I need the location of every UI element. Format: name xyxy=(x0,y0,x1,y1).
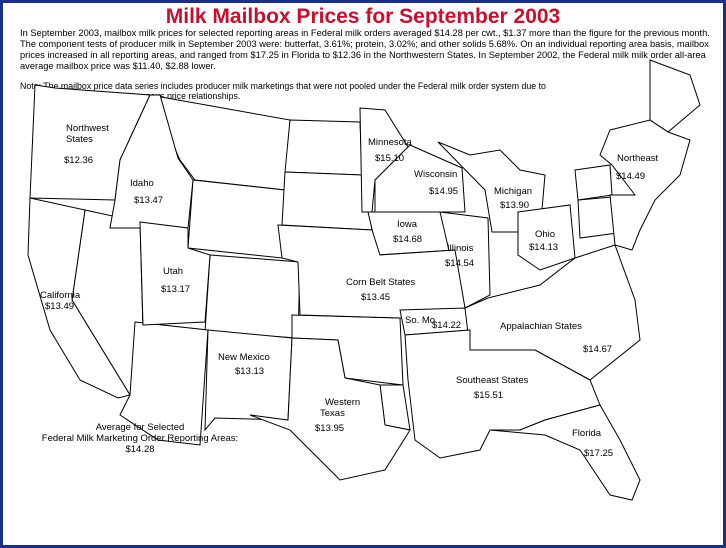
label-corn-belt-price: $13.45 xyxy=(361,292,390,303)
label-northwest-name2: States xyxy=(66,134,93,145)
label-new-mexico-price: $13.13 xyxy=(235,366,264,377)
label-ohio-name: Ohio xyxy=(535,229,555,240)
average-line-2: Federal Milk Marketing Order Reporting A… xyxy=(41,433,239,444)
label-idaho-price: $13.47 xyxy=(134,195,163,206)
region-western-texas xyxy=(249,337,411,481)
map-title: Milk Mailbox Prices for September 2003 xyxy=(165,5,561,28)
label-minnesota-name: Minnesota xyxy=(368,137,413,148)
note-line-2: disadvantageous price relationships. xyxy=(98,91,241,101)
region-new-mexico xyxy=(204,329,293,432)
region-michigan xyxy=(437,141,546,233)
label-iowa-price: $14.68 xyxy=(393,234,422,245)
label-utah-price: $13.17 xyxy=(161,284,190,295)
state-wyoming xyxy=(187,179,286,259)
label-western-texas-name2: Texas xyxy=(320,408,345,419)
region-california xyxy=(27,197,131,399)
label-illinois-price: $14.54 xyxy=(445,258,474,269)
label-western-texas-name: Western xyxy=(325,397,360,408)
state-new-york-west xyxy=(574,164,613,201)
label-michigan-price: $13.90 xyxy=(500,200,529,211)
label-new-mexico-name: New Mexico xyxy=(218,352,270,363)
label-corn-belt-name: Corn Belt States xyxy=(346,277,415,288)
label-california-name: California xyxy=(40,290,81,301)
label-northwest-name: Northwest xyxy=(66,123,109,134)
label-florida-price: $17.25 xyxy=(584,448,613,459)
label-so-mo-name: So. Mo. xyxy=(405,315,438,326)
intro-paragraph: In September 2003, mailbox milk prices f… xyxy=(20,28,710,71)
note-text: Note: The mailbox price data series incl… xyxy=(20,81,710,101)
label-iowa-name: Iowa xyxy=(397,219,418,230)
label-wisconsin-name: Wisconsin xyxy=(414,169,457,180)
label-western-texas-price: $13.95 xyxy=(315,423,344,434)
region-utah xyxy=(139,221,211,326)
label-appalachian-name: Appalachian States xyxy=(500,321,582,332)
label-utah-name: Utah xyxy=(163,266,183,277)
region-northeast xyxy=(599,119,691,251)
label-northeast-price: $14.49 xyxy=(616,171,645,182)
label-idaho-name: Idaho xyxy=(130,178,154,189)
label-northeast-name: Northeast xyxy=(617,153,659,164)
label-minnesota-price: $15.10 xyxy=(375,153,404,164)
state-north-dakota xyxy=(284,119,363,176)
label-appalachian-price: $14.67 xyxy=(583,344,612,355)
label-southeast-price: $15.51 xyxy=(474,390,503,401)
state-south-dakota xyxy=(281,171,373,231)
label-ohio-price: $14.13 xyxy=(529,242,558,253)
region-florida xyxy=(489,404,641,501)
region-illinois xyxy=(439,211,491,309)
average-summary: Average for Selected Federal Milk Market… xyxy=(30,422,250,455)
label-illinois-name: Illinois xyxy=(447,243,474,254)
state-colorado xyxy=(204,254,301,339)
average-value: $14.28 xyxy=(125,444,155,455)
state-maine xyxy=(649,59,701,133)
average-line-1: Average for Selected xyxy=(95,422,185,433)
label-california-price: $13.49 xyxy=(45,301,74,312)
region-ohio xyxy=(517,204,576,271)
note-line-1: Note: The mailbox price data series incl… xyxy=(20,81,546,91)
label-florida-name: Florida xyxy=(572,428,602,439)
label-so-mo-price: $14.22 xyxy=(432,320,461,331)
label-northwest-price: $12.36 xyxy=(64,155,93,166)
label-southeast-name: Southeast States xyxy=(456,375,529,386)
label-wisconsin-price: $14.95 xyxy=(429,186,458,197)
label-michigan-name: Michigan xyxy=(494,186,532,197)
